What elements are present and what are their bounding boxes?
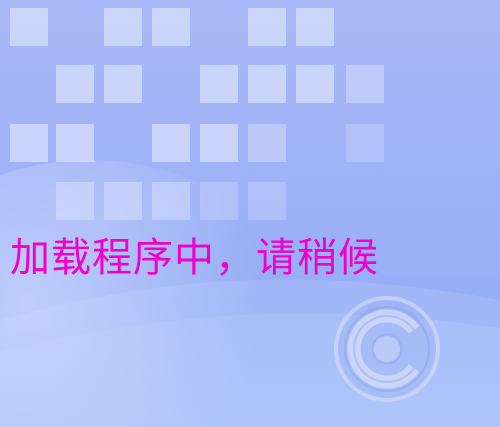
decorative-tile bbox=[10, 124, 48, 162]
decorative-tile bbox=[248, 182, 286, 220]
decorative-tile bbox=[56, 124, 94, 162]
decorative-tile bbox=[346, 65, 384, 103]
decorative-tile bbox=[152, 8, 190, 46]
background-glow-bottom bbox=[0, 300, 500, 427]
decorative-tile bbox=[104, 182, 142, 220]
decorative-tile bbox=[152, 182, 190, 220]
decorative-tile bbox=[296, 65, 334, 103]
decorative-tile bbox=[296, 8, 334, 46]
decorative-tile bbox=[104, 8, 142, 46]
loading-message: 加载程序中，请稍候 bbox=[10, 235, 379, 281]
decorative-tile bbox=[248, 65, 286, 103]
decorative-tile bbox=[56, 65, 94, 103]
decorative-tile bbox=[56, 182, 94, 220]
decorative-tile bbox=[152, 124, 190, 162]
decorative-tile bbox=[104, 65, 142, 103]
decorative-tile bbox=[346, 124, 384, 162]
logo-mark-icon bbox=[334, 296, 440, 402]
decorative-tile bbox=[248, 124, 286, 162]
decorative-tile bbox=[200, 124, 238, 162]
decorative-tile bbox=[248, 8, 286, 46]
decorative-tile bbox=[200, 65, 238, 103]
decorative-tile bbox=[10, 8, 48, 46]
decorative-tile bbox=[200, 182, 238, 220]
